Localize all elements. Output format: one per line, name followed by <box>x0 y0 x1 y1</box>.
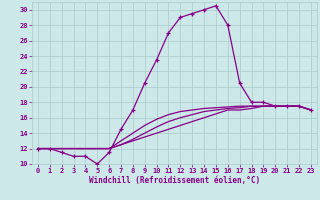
X-axis label: Windchill (Refroidissement éolien,°C): Windchill (Refroidissement éolien,°C) <box>89 176 260 185</box>
